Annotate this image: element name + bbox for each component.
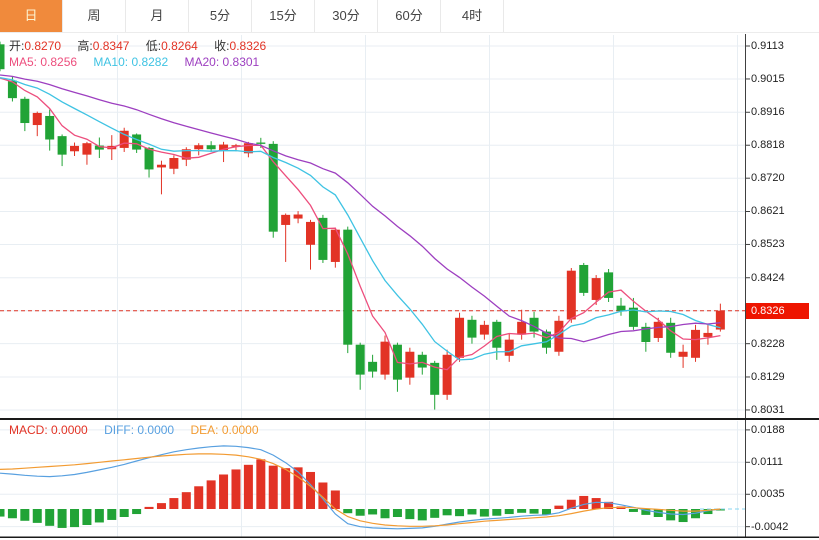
macd-value: 0.0000 — [51, 423, 88, 437]
price-axis-label: 0.8031 — [751, 403, 785, 416]
price-axis-label: 0.8720 — [751, 172, 785, 185]
macd-readout: MACD: 0.0000 DIFF: 0.0000 DEA: 0.0000 — [9, 423, 272, 437]
macd-axis-label: -0.0042 — [751, 520, 789, 533]
high-value: 0.8347 — [92, 39, 130, 53]
tab-4[interactable]: 15分 — [252, 0, 315, 32]
diff-value: 0.0000 — [137, 423, 175, 437]
low-value: 0.8264 — [161, 39, 198, 53]
tab-6[interactable]: 60分 — [378, 0, 441, 32]
price-axis-label: 0.8424 — [751, 271, 785, 284]
macd-label: MACD: — [9, 423, 48, 437]
dea-label: DEA: — [190, 423, 219, 437]
low-label: 低: — [145, 39, 162, 53]
high-label: 高: — [77, 39, 93, 53]
price-axis-label: 0.8228 — [751, 337, 785, 350]
price-axis-label: 0.9113 — [751, 40, 784, 52]
ma20-value: 0.8301 — [222, 55, 260, 69]
price-axis-label: 0.8129 — [751, 370, 785, 383]
price-axis-label: 0.9015 — [751, 72, 785, 85]
open-value: 0.8270 — [24, 39, 62, 53]
tab-0-active[interactable]: 日 — [0, 0, 63, 32]
ma10-label: MA10: — [93, 55, 129, 69]
macd-axis-label: 0.0111 — [751, 456, 784, 469]
price-axis-label: 0.8818 — [751, 139, 785, 152]
ma20-label: MA20: — [184, 55, 220, 69]
macd-axis-label: 0.0188 — [751, 423, 785, 436]
macd-axis-label: 0.0035 — [751, 488, 785, 501]
tab-3[interactable]: 5分 — [189, 0, 252, 32]
ma-readout: MA5: 0.8256 MA10: 0.8282 MA20: 0.8301 — [9, 55, 272, 69]
diff-label: DIFF: — [104, 423, 135, 437]
current-price-tag: 0.8326 — [746, 302, 809, 319]
close-value: 0.8326 — [229, 39, 267, 53]
tab-1[interactable]: 周 — [63, 0, 126, 32]
ma10-value: 0.8282 — [131, 55, 169, 69]
tab-5[interactable]: 30分 — [315, 0, 378, 32]
ohlc-readout: 开:0.8270 高:0.8347 低:0.8264 收:0.8326 — [9, 39, 279, 53]
price-axis-label: 0.8916 — [751, 106, 785, 119]
dea-value: 0.0000 — [221, 423, 259, 437]
timeframe-tabbar: 日周月 5分 15分 30分 60分 4时 — [0, 0, 819, 33]
close-label: 收: — [214, 39, 230, 53]
tab-7[interactable]: 4时 — [441, 0, 504, 32]
ma5-label: MA5: — [9, 55, 38, 69]
price-axis-label: 0.8621 — [751, 205, 785, 218]
open-label: 开: — [9, 39, 25, 53]
ma5-value: 0.8256 — [40, 55, 78, 69]
tab-2[interactable]: 月 — [126, 0, 189, 32]
price-axis-label: 0.8523 — [751, 238, 785, 251]
